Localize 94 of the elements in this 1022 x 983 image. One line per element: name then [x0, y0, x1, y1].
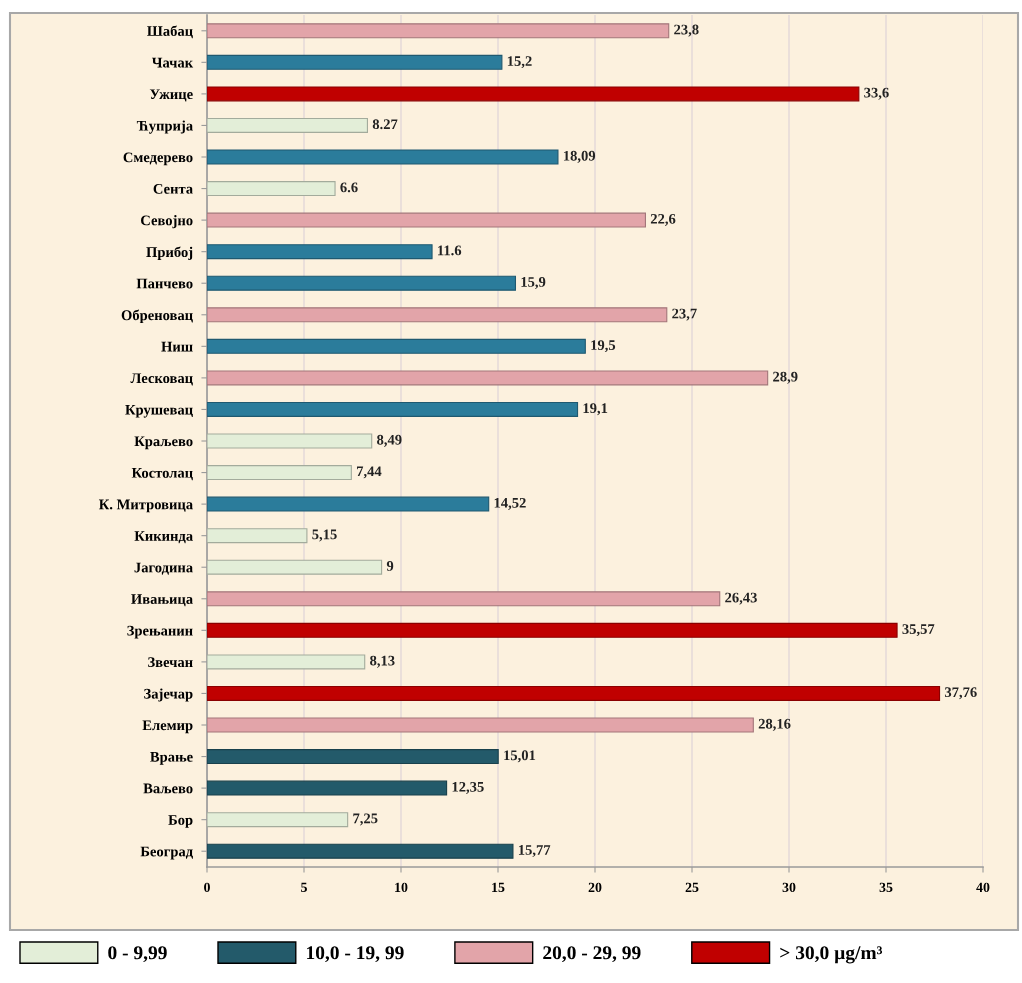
bar [207, 307, 668, 323]
data-label: 15,01 [504, 750, 536, 763]
data-label: 12,35 [452, 781, 484, 794]
y-tick-label: Бор [168, 815, 193, 828]
data-label: 18,09 [563, 150, 596, 163]
y-tick-label: Звечан [148, 657, 193, 668]
y-tick-label: Смедерево [123, 152, 193, 166]
y-tick-label: Обреновац [121, 309, 193, 324]
y-tick-label: Јагодина [134, 562, 193, 575]
x-tick-label: 20 [588, 882, 602, 893]
x-tick-label: 15 [492, 882, 505, 893]
x-tick-label: 30 [782, 882, 796, 893]
data-label: 23,7 [672, 308, 697, 321]
y-tick-label: Зрењанин [127, 625, 193, 639]
data-label: 19,1 [583, 403, 608, 416]
bar [207, 338, 586, 354]
data-label: 15,77 [518, 845, 551, 857]
bar [207, 23, 670, 39]
y-tick-label: Ваљево [143, 783, 193, 794]
y-tick-label: Костолац [131, 468, 193, 481]
bar [207, 496, 490, 512]
x-tick-label: 40 [976, 882, 990, 893]
x-tick-label: 0 [204, 882, 210, 893]
y-tick-label: К. Митровица [98, 499, 193, 513]
data-label: 35,57 [902, 624, 935, 637]
y-tick-label: Елемир [142, 720, 193, 734]
data-label: 33,6 [864, 87, 889, 100]
bar [207, 622, 898, 638]
data-label: 7,25 [353, 813, 378, 826]
bar [207, 780, 448, 796]
y-tick-label: Сента [153, 183, 193, 194]
x-tick-label: 35 [879, 882, 893, 893]
bar [207, 717, 754, 733]
bar [207, 149, 559, 165]
bar [207, 559, 383, 575]
data-label: 6.6 [340, 182, 358, 193]
data-label: 22,6 [650, 213, 676, 226]
data-label: 8.27 [372, 119, 398, 130]
y-tick-label: Крушевац [125, 404, 193, 418]
bar [207, 685, 941, 701]
legend-label: 10,0 - 19, 99 [307, 946, 404, 963]
bar [207, 117, 368, 133]
bar [207, 749, 499, 765]
y-tick-label: Ивањица [131, 594, 193, 607]
x-tick-label: 5 [301, 882, 307, 893]
legend-label: 20,0 - 29, 99 [543, 946, 641, 963]
bar [207, 843, 514, 859]
bar [207, 86, 860, 102]
bar [207, 54, 503, 70]
y-tick-label: Шабац [147, 25, 193, 39]
y-tick-label: Панчево [136, 278, 193, 289]
y-tick-label: Ћуприја [136, 120, 193, 134]
x-tick-label: 25 [685, 882, 699, 893]
y-tick-label: Врање [150, 752, 193, 765]
y-tick-label: Кикинда [134, 531, 193, 544]
legend-label: > 30,0 µg/m³ [780, 946, 883, 964]
y-tick-label: Чачак [151, 57, 194, 68]
bar [207, 654, 366, 670]
data-label: 9 [386, 561, 394, 571]
y-tick-label: Прибој [146, 246, 193, 260]
y-tick-label: Краљево [134, 436, 193, 450]
data-label: 11.6 [438, 245, 462, 256]
data-label: 23,8 [674, 24, 699, 37]
bar [207, 433, 373, 449]
y-tick-label: Зајечар [144, 688, 193, 702]
data-label: 7,44 [357, 466, 382, 479]
bar [207, 370, 769, 386]
data-label: 26,43 [725, 592, 757, 605]
data-label: 28,9 [773, 371, 798, 384]
bar [207, 275, 517, 291]
y-tick-label: Лесковац [130, 373, 193, 386]
y-tick-label: Ниш [161, 341, 193, 352]
data-label: 8,49 [377, 434, 402, 447]
y-tick-label: Ужице [149, 89, 193, 102]
bar [207, 528, 308, 544]
data-label: 37,76 [944, 687, 977, 700]
data-label: 14,52 [494, 497, 526, 510]
x-tick-label: 10 [395, 882, 408, 893]
bar [207, 812, 349, 828]
data-label: 15,9 [521, 277, 546, 289]
data-label: 8,13 [370, 655, 395, 668]
bar [207, 401, 579, 417]
bar [207, 465, 352, 481]
bar [207, 212, 646, 228]
data-label: 5,15 [312, 529, 337, 542]
bar [207, 591, 721, 607]
data-label: 28,16 [758, 718, 791, 731]
data-label: 15,2 [507, 56, 532, 69]
legend-label: 0 - 9,99 [108, 946, 167, 963]
y-tick-label: Севојно [141, 215, 193, 229]
data-label: 19,5 [591, 340, 616, 353]
bar [207, 181, 336, 197]
y-tick-label: Београд [140, 846, 193, 860]
bar [207, 244, 433, 260]
